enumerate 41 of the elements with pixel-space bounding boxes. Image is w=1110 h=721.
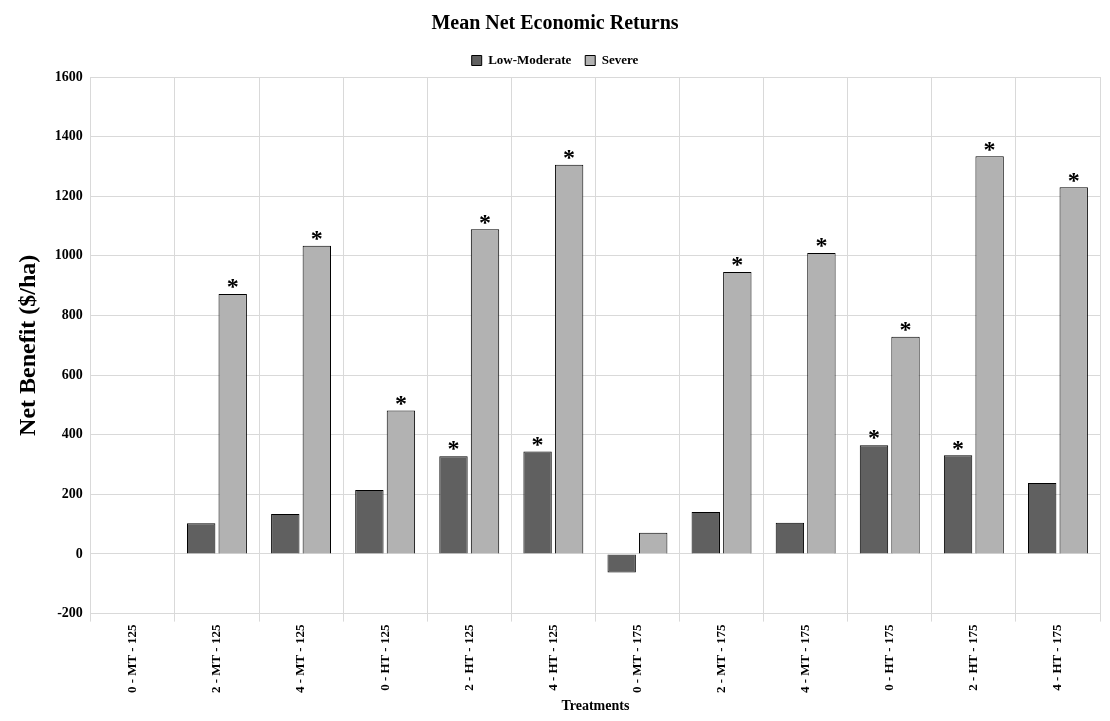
data-label: *: [899, 315, 912, 342]
x-tick-label: 0 - HT - 125: [376, 624, 392, 691]
y-tick-label: 1600: [54, 68, 83, 84]
data-label: *: [1067, 166, 1080, 193]
y-axis-title: Net Benefit ($/ha): [13, 254, 40, 436]
x-tick-label: 4 - MT - 125: [292, 624, 308, 693]
data-label: *: [531, 430, 544, 457]
x-axis-title: Treatments: [561, 698, 630, 714]
y-tick-label: 200: [61, 485, 83, 501]
y-tick-label: 800: [61, 307, 83, 323]
x-tick-label: 0 - HT - 175: [881, 624, 897, 691]
x-tick-label: 0 - MT - 175: [628, 624, 644, 693]
x-tick-label: 2 - MT - 125: [208, 624, 224, 693]
data-label: *: [815, 232, 828, 259]
y-tick-label: 1200: [54, 187, 83, 203]
x-tick-label: 2 - HT - 125: [460, 624, 476, 691]
x-tick-label: 4 - HT - 175: [1049, 624, 1065, 691]
data-label: *: [731, 251, 744, 278]
data-label: *: [983, 135, 996, 162]
x-tick-label: 0 - MT - 125: [124, 624, 140, 693]
data-label: *: [479, 208, 492, 235]
y-tick-label: 1400: [54, 128, 83, 144]
data-label: *: [867, 424, 880, 451]
x-tick-label: 2 - MT - 175: [712, 624, 728, 693]
data-label: *: [563, 143, 576, 170]
data-label: *: [952, 434, 965, 461]
x-tick-label: 4 - HT - 125: [544, 624, 560, 691]
x-tick-label: 2 - HT - 175: [965, 624, 981, 691]
x-tick-label: 4 - MT - 175: [797, 624, 813, 693]
y-tick-label: 400: [61, 426, 83, 442]
y-tick-label: 600: [61, 366, 83, 382]
data-label: *: [447, 435, 460, 462]
y-tick-label: 0: [75, 545, 83, 561]
data-label: *: [226, 273, 239, 300]
chart-title: Mean Net Economic Returns: [431, 11, 679, 34]
y-tick-label: 1000: [54, 247, 83, 263]
data-label: *: [310, 224, 323, 251]
data-label: *: [394, 389, 407, 416]
legend-label: Low-Moderate: [488, 51, 572, 67]
y-tick-label: -200: [57, 605, 83, 621]
legend-label: Severe: [601, 51, 639, 67]
